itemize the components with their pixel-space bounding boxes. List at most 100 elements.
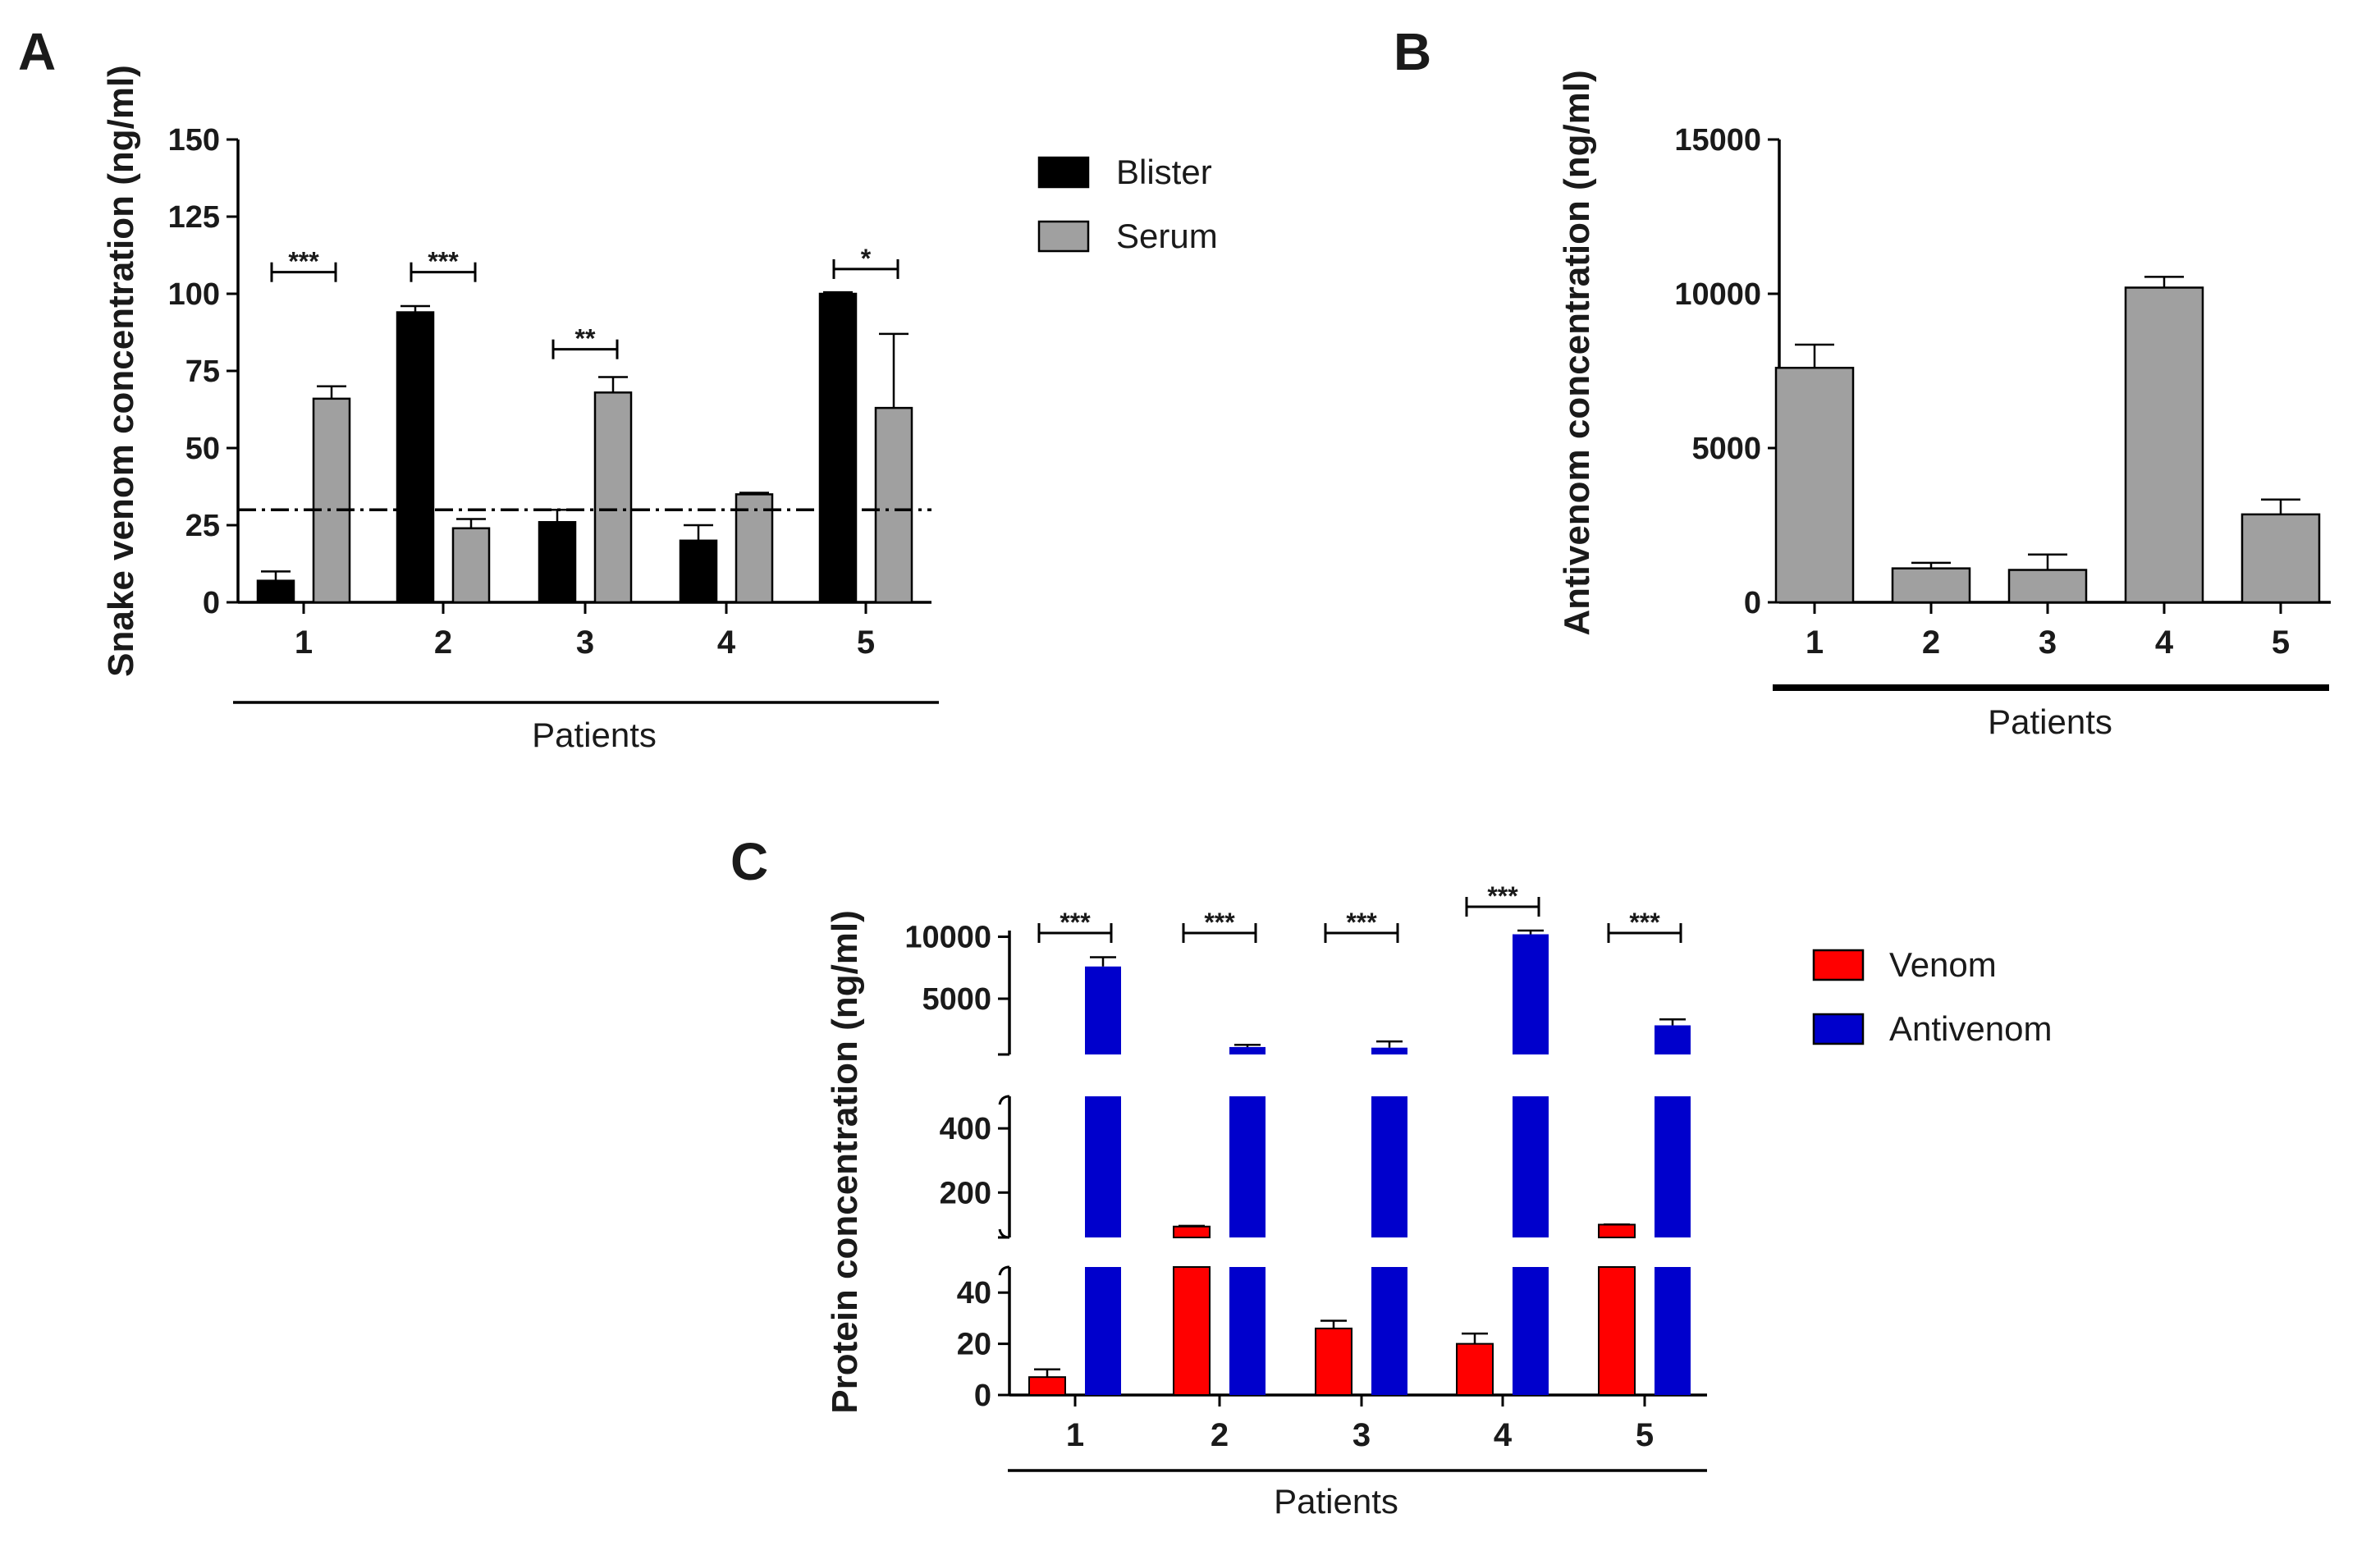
c-bar-antivenom-1-seg2 <box>1085 966 1121 1054</box>
c-y-tick-label-2-0: 5000 <box>922 982 991 1017</box>
c-bar-antivenom-5-seg2 <box>1655 1025 1691 1054</box>
b-y-title: Antivenom concentration (ng/ml) <box>1557 70 1597 635</box>
c-bar-antivenom-2-seg2 <box>1229 1046 1266 1054</box>
a-x-tick-label-1: 2 <box>434 624 452 661</box>
panel-label-a: A <box>18 22 56 81</box>
b-x-tick-label-4: 5 <box>2272 624 2290 661</box>
a-x-tick-label-2: 3 <box>576 624 594 661</box>
c-legend-swatch-antivenom <box>1812 1013 1865 1045</box>
c-legend-label-antivenom: Antivenom <box>1889 1009 2052 1048</box>
b-y-tick-label-1: 5000 <box>1691 432 1761 466</box>
c-bar-venom-4-seg0 <box>1456 1342 1494 1396</box>
a-legend-label-serum: Serum <box>1116 217 1218 255</box>
a-bar-blister-2 <box>396 311 435 604</box>
c-bar-venom-2-seg0 <box>1173 1266 1211 1396</box>
chart-c: 0 20 40 200 400 5000 10000 *** *** *** *** *** 1 2 3 4 5… <box>825 881 2052 1521</box>
a-bar-serum-3 <box>593 391 633 604</box>
b-x-title: Patients <box>1988 702 2112 741</box>
a-bar-blister-5 <box>818 292 858 604</box>
a-sig-1-label: *** <box>288 247 319 277</box>
c-y-tick-label-2-1: 10000 <box>904 921 991 955</box>
c-sig-3-label: *** <box>1346 908 1377 937</box>
a-y-tick-label-3: 75 <box>185 354 220 389</box>
c-y-tick-label-0-0: 0 <box>974 1379 991 1413</box>
c-bar-antivenom-4-seg0 <box>1513 1267 1549 1395</box>
b-bar-3 <box>2007 569 2088 604</box>
a-bar-serum-1 <box>312 397 351 604</box>
a-sig-5-label: * <box>861 244 872 273</box>
a-bar-blister-3 <box>538 520 577 604</box>
c-x-title: Patients <box>1274 1482 1398 1521</box>
c-x-tick-label-2: 3 <box>1352 1417 1371 1453</box>
a-bar-blister-1 <box>256 579 295 604</box>
a-x-tick-label-0: 1 <box>295 624 313 661</box>
c-sig-4-label: *** <box>1487 881 1518 911</box>
a-sig-2-label: *** <box>428 247 459 277</box>
c-bar-antivenom-5-seg0 <box>1655 1267 1691 1395</box>
b-x-tick-label-1: 2 <box>1922 624 1940 661</box>
c-x-tick-label-3: 4 <box>1494 1417 1513 1453</box>
c-bar-antivenom-4-seg1 <box>1513 1096 1549 1237</box>
c-bar-antivenom-4-seg2 <box>1513 934 1549 1054</box>
a-y-tick-label-6: 150 <box>168 123 220 158</box>
c-x-tick-label-4: 5 <box>1636 1417 1654 1453</box>
chart-b: 0 5000 10000 15000 1 2 3 4 5 Patients Antivenom co… <box>1557 70 2331 741</box>
a-x-tick-label-3: 4 <box>717 624 736 661</box>
c-x-tick-label-1: 2 <box>1211 1417 1229 1453</box>
a-legend-label-blister: Blister <box>1116 153 1212 191</box>
c-break-top-1 <box>998 1095 1010 1105</box>
c-y-tick-label-0-1: 20 <box>957 1328 991 1362</box>
b-y-tick-label-2: 10000 <box>1674 277 1761 312</box>
a-bar-serum-4 <box>735 493 774 604</box>
b-x-tick-label-2: 3 <box>2039 624 2057 661</box>
b-bar-5 <box>2240 513 2321 604</box>
a-x-tick-label-4: 5 <box>857 624 875 661</box>
a-bar-serum-2 <box>451 527 491 604</box>
c-bar-venom-2-seg1 <box>1173 1225 1211 1239</box>
b-bar-2 <box>1891 567 1971 604</box>
a-y-tick-label-5: 125 <box>168 200 220 235</box>
b-x-tick-label-3: 4 <box>2155 624 2174 661</box>
b-bar-4 <box>2124 286 2204 604</box>
c-break-top-0 <box>998 1265 1010 1276</box>
c-bar-venom-5-seg1 <box>1598 1224 1636 1239</box>
panel-label-c: C <box>730 832 768 891</box>
c-sig-1-label: *** <box>1060 908 1091 937</box>
a-y-tick-label-0: 0 <box>203 586 220 620</box>
b-y-tick-label-0: 0 <box>1744 586 1761 620</box>
a-y-tick-label-2: 50 <box>185 432 220 466</box>
c-y-tick-label-1-0: 200 <box>940 1176 991 1210</box>
c-sig-2-label: *** <box>1204 908 1235 937</box>
c-bar-antivenom-2-seg1 <box>1229 1096 1266 1237</box>
c-bar-antivenom-3-seg0 <box>1371 1267 1407 1395</box>
c-legend-swatch-venom <box>1812 949 1865 981</box>
c-x-tick-label-0: 1 <box>1066 1417 1084 1453</box>
a-x-title: Patients <box>532 716 657 754</box>
a-y-tick-label-4: 100 <box>168 277 220 312</box>
c-legend-label-venom: Venom <box>1889 945 1997 984</box>
a-sig-3-label: ** <box>575 324 596 354</box>
b-x-tick-label-0: 1 <box>1806 624 1824 661</box>
b-bar-1 <box>1774 366 1855 604</box>
a-y-tick-label-1: 25 <box>185 509 220 543</box>
a-y-title: Snake venom concentration (ng/ml) <box>101 65 141 677</box>
b-y-tick-label-3: 15000 <box>1674 123 1761 158</box>
c-bar-venom-5-seg0 <box>1598 1266 1636 1396</box>
c-bar-antivenom-5-seg1 <box>1655 1096 1691 1237</box>
c-bar-antivenom-3-seg2 <box>1371 1047 1407 1054</box>
panel-label-b: B <box>1394 22 1431 81</box>
a-legend-swatch-serum <box>1037 220 1090 253</box>
a-bar-blister-4 <box>679 539 718 604</box>
c-bar-antivenom-2-seg0 <box>1229 1267 1266 1395</box>
a-legend-swatch-blister <box>1037 156 1090 189</box>
a-bar-serum-5 <box>874 406 913 604</box>
c-y-tick-label-1-1: 400 <box>940 1112 991 1146</box>
c-bar-antivenom-3-seg1 <box>1371 1096 1407 1237</box>
c-sig-5-label: *** <box>1629 908 1660 937</box>
c-bar-venom-3-seg0 <box>1315 1327 1352 1397</box>
c-y-title: Protein concentration (ng/ml) <box>825 910 865 1414</box>
c-break-bottom-curve-1 <box>998 1228 1010 1239</box>
c-bar-antivenom-1-seg1 <box>1085 1096 1121 1237</box>
